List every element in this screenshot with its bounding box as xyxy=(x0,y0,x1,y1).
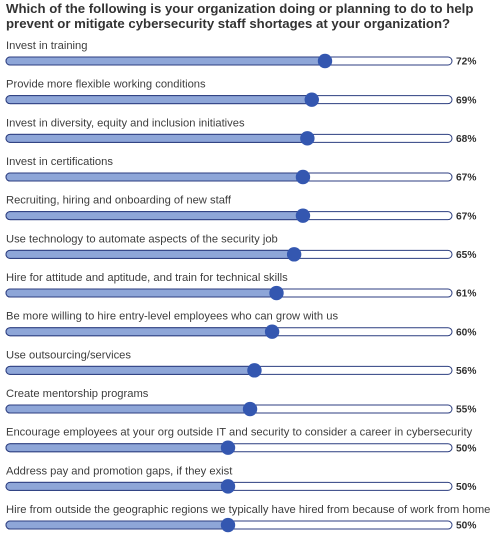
category-label: Address pay and promotion gaps, if they … xyxy=(6,465,233,477)
bar-value-knob xyxy=(295,169,311,185)
category-label: Invest in certifications xyxy=(6,156,113,168)
bar-fill xyxy=(5,520,229,530)
bar-fill xyxy=(5,404,251,414)
bar-row: Invest in training 72% xyxy=(5,40,476,69)
bar-fill xyxy=(5,56,326,66)
bar-row: Use technology to automate aspects of th… xyxy=(5,233,476,262)
category-label: Use technology to automate aspects of th… xyxy=(6,233,278,245)
value-label: 50% xyxy=(456,443,476,454)
category-label: Hire from outside the geographic regions… xyxy=(6,504,490,516)
bar-fill xyxy=(5,481,229,491)
bar-row: Invest in diversity, equity and inclusio… xyxy=(5,117,476,146)
bar-value-knob xyxy=(300,131,315,146)
bar-row: Address pay and promotion gaps, if they … xyxy=(5,465,476,494)
value-label: 67% xyxy=(456,173,476,184)
value-label: 61% xyxy=(456,289,476,300)
bar-value-knob xyxy=(247,363,262,378)
value-label: 50% xyxy=(456,482,476,493)
bar-value-knob xyxy=(295,208,311,223)
bar-row: Encourage employees at your org outside … xyxy=(5,427,476,455)
value-label: 60% xyxy=(456,327,476,338)
bar-row: Be more willing to hire entry-level empl… xyxy=(5,311,476,339)
bar-fill xyxy=(5,443,229,453)
value-label: 72% xyxy=(456,57,476,68)
bar-value-knob xyxy=(264,324,280,339)
bar-row: Provide more flexible working conditions… xyxy=(5,79,476,107)
category-label: Create mentorship programs xyxy=(6,388,149,400)
bar-fill xyxy=(5,365,255,375)
category-label: Hire for attitude and aptitude, and trai… xyxy=(6,272,288,284)
category-label: Invest in training xyxy=(6,40,87,52)
category-label: Encourage employees at your org outside … xyxy=(6,427,473,439)
bar-fill xyxy=(5,211,304,221)
value-label: 56% xyxy=(456,366,476,377)
bar-fill xyxy=(5,327,273,337)
bar-value-knob xyxy=(220,517,236,533)
bar-fill xyxy=(5,95,313,105)
category-label: Recruiting, hiring and onboarding of new… xyxy=(6,195,232,207)
value-label: 68% xyxy=(456,134,476,145)
bar-row: Hire for attitude and aptitude, and trai… xyxy=(5,272,476,301)
bar-value-knob xyxy=(220,440,236,455)
value-label: 50% xyxy=(456,521,476,532)
value-label: 67% xyxy=(456,211,476,222)
bar-value-knob xyxy=(220,479,236,494)
bar-fill xyxy=(5,133,308,143)
bar-value-knob xyxy=(286,247,302,262)
bar-row: Recruiting, hiring and onboarding of new… xyxy=(5,195,476,223)
bar-row: Use outsourcing/services 56% xyxy=(5,349,476,378)
bar-fill xyxy=(5,172,304,182)
value-label: 69% xyxy=(456,95,476,106)
category-label: Use outsourcing/services xyxy=(6,349,131,361)
value-label: 55% xyxy=(456,405,476,416)
bar-row: Create mentorship programs 55% xyxy=(5,388,476,417)
bar-value-knob xyxy=(317,53,333,69)
bar-fill xyxy=(5,288,277,298)
category-label: Be more willing to hire entry-level empl… xyxy=(6,311,338,323)
bar-row: Invest in certifications 67% xyxy=(5,156,476,185)
category-label: Invest in diversity, equity and inclusio… xyxy=(6,117,245,129)
category-label: Provide more flexible working conditions xyxy=(6,79,206,91)
bar-fill xyxy=(5,249,295,259)
bar-value-knob xyxy=(242,401,258,417)
bar-value-knob xyxy=(304,92,319,107)
bar-row: Hire from outside the geographic regions… xyxy=(5,504,490,533)
bar-value-knob xyxy=(269,285,284,301)
chart-title: Which of the following is your organizat… xyxy=(6,1,474,31)
value-label: 65% xyxy=(456,250,476,261)
